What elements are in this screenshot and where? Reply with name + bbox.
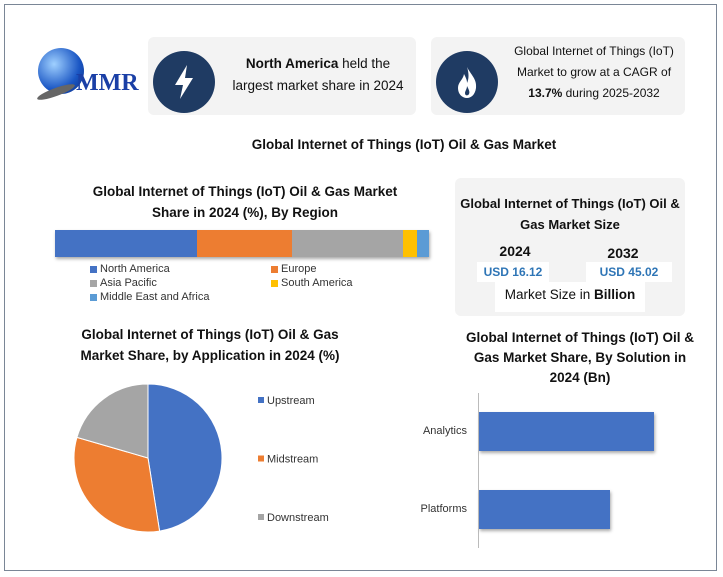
legend-south-america: South America: [271, 277, 353, 289]
logo-text: MMR: [76, 70, 139, 96]
sol-title-1: Global Internet of Things (IoT) Oil &: [466, 330, 694, 345]
legend-europe: Europe: [271, 263, 316, 275]
mmr-logo: MMR: [35, 48, 139, 108]
cagr-value: 13.7%: [528, 86, 563, 100]
application-chart-title: Global Internet of Things (IoT) Oil & Ga…: [55, 324, 365, 366]
slice-upstream: [147, 383, 223, 532]
legend-asia-pacific: Asia Pacific: [90, 277, 157, 289]
region-title-2: Share in 2024 (%), By Region: [151, 205, 339, 220]
card1-line2: largest market share in 2024: [232, 78, 404, 93]
bar-analytics: [479, 412, 654, 451]
legend-midstream: Midstream: [267, 454, 318, 466]
card2-line1: Global Internet of Things (IoT): [514, 44, 674, 58]
legend-downstream: Downstream: [267, 512, 329, 524]
year-2032: 2032: [607, 245, 639, 261]
card1-text: held the: [338, 56, 391, 71]
region-chart-title: Global Internet of Things (IoT) Oil & Ga…: [60, 181, 430, 223]
tick-label-platforms: Platforms: [420, 503, 467, 515]
value-2024: USD 16.12: [477, 262, 549, 282]
value-2032: USD 45.02: [586, 262, 672, 282]
size-title-1: Global Internet of Things (IoT) Oil &: [460, 196, 680, 211]
main-title: Global Internet of Things (IoT) Oil & Ga…: [251, 137, 557, 152]
sol-title-3: 2024 (Bn): [549, 370, 611, 385]
footer-unit: Billion: [594, 287, 636, 302]
segment-europe: [197, 230, 293, 257]
app-title-2: Market Share, by Application in 2024 (%): [80, 348, 340, 363]
year-2024: 2024: [499, 243, 531, 259]
y-axis: [478, 393, 479, 548]
legend-swatch-midstream: [258, 455, 264, 462]
flame-icon: [436, 51, 498, 113]
region-highlight-card: North America held the largest market sh…: [148, 37, 416, 115]
card2-line2: Market to grow at a CAGR of: [516, 65, 672, 79]
segment-south-america: [402, 230, 417, 257]
legend-north-america: North America: [90, 263, 170, 275]
frame: [4, 4, 717, 571]
tick-label-analytics: Analytics: [422, 425, 467, 437]
cagr-card: Global Internet of Things (IoT) Market t…: [431, 37, 685, 115]
slice-midstream: [73, 436, 161, 533]
segment-asia-pacific: [292, 230, 403, 257]
segment-middle-east-and-africa: [416, 230, 429, 257]
legend-middle-east-and-africa: Middle East and Africa: [90, 291, 209, 303]
sol-title-2: Gas Market Share, By Solution in: [473, 350, 687, 365]
legend-swatch-upstream: [258, 397, 264, 403]
card2-rest: during 2025-2032: [562, 86, 660, 100]
highlight-region: North America: [245, 56, 339, 71]
size-footer: Market Size in Billion: [495, 282, 645, 312]
app-title-1: Global Internet of Things (IoT) Oil & Ga…: [81, 327, 339, 342]
size-title-2: Gas Market Size: [520, 217, 620, 232]
lightning-icon: [153, 51, 215, 113]
market-size-box: Global Internet of Things (IoT) Oil & Gas…: [455, 178, 685, 316]
legend-upstream: Upstream: [267, 395, 315, 407]
segment-north-america: [55, 230, 198, 257]
footer-text: Market Size in: [504, 287, 595, 302]
slice-downstream: [76, 383, 149, 459]
region-stacked-bar: [55, 230, 429, 257]
solution-chart-title: Global Internet of Things (IoT) Oil & Gas…: [440, 328, 720, 388]
bar-platforms: [479, 490, 611, 529]
region-title-1: Global Internet of Things (IoT) Oil & Ga…: [92, 184, 398, 199]
legend-swatch-downstream: [258, 514, 264, 520]
